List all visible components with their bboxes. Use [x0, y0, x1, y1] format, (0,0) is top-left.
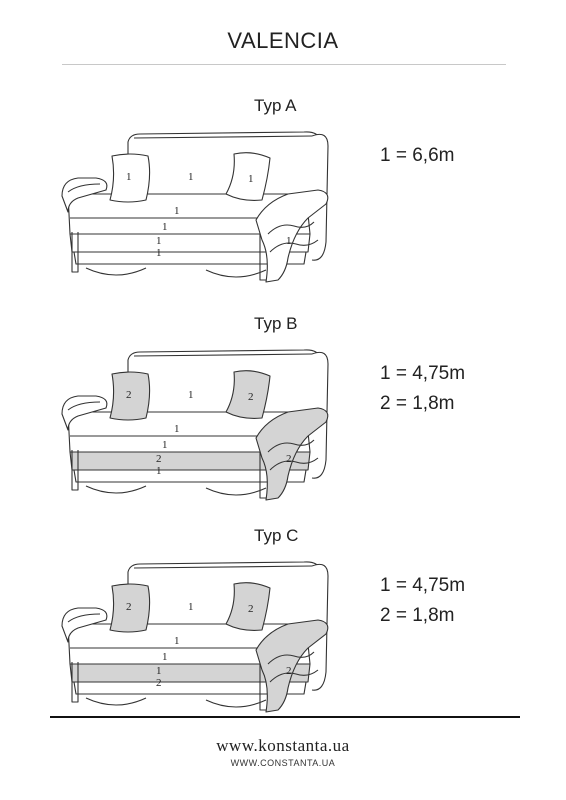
right-pillow — [225, 152, 271, 201]
right-arm-wave — [267, 221, 315, 235]
right-arm-wave — [269, 457, 319, 471]
pillow-right-label: 2 — [248, 603, 254, 615]
left-leg — [71, 662, 79, 703]
fabric-specs: 1 = 4,75m 2 = 1,8m — [380, 359, 465, 419]
fabric-specs: 1 = 6,6m — [380, 141, 454, 171]
sofa-section: Typ C 2 — [0, 526, 566, 736]
pillow-left-label: 2 — [126, 389, 132, 401]
type-label: Typ A — [254, 96, 297, 115]
footer-website-caps[interactable]: WWW.CONSTANTA.UA — [230, 758, 336, 768]
fabric-spec-line: 2 = 1,8m — [380, 605, 455, 626]
sofa-base — [69, 451, 311, 471]
pillow-right-label: 2 — [248, 391, 254, 403]
type-label: Typ B — [254, 314, 298, 333]
fabric-spec-line: 1 = 4,75m — [380, 363, 466, 384]
base-label-1: 2 — [156, 453, 162, 465]
left-arm-inner — [67, 613, 101, 623]
arm-label: 2 — [286, 665, 292, 677]
sofa-base — [69, 663, 311, 683]
right-arm-wave — [269, 239, 319, 253]
pillow-left-label: 2 — [126, 601, 132, 613]
base-lower-curve — [85, 267, 147, 276]
type-label: Typ C — [254, 526, 299, 545]
base-lower-curve — [85, 697, 147, 706]
right-arm — [255, 407, 329, 501]
pillow-left-label: 1 — [126, 171, 132, 183]
left-pillow — [109, 371, 151, 421]
left-arm — [61, 395, 108, 431]
arm-label: 1 — [286, 235, 292, 247]
left-pillow — [109, 583, 151, 633]
sofa-drawer — [73, 469, 307, 483]
footer-website[interactable]: www.konstanta.ua — [216, 736, 350, 755]
base-label-2: 1 — [156, 247, 162, 259]
right-pillow — [225, 582, 271, 631]
right-arm-wave — [269, 669, 319, 683]
fabric-spec-line: 1 = 4,75m — [380, 575, 466, 596]
left-arm — [61, 177, 108, 213]
sofa-drawing: 2 1 2 1 1 2 1 2 — [61, 349, 329, 501]
seat-label: 1 — [174, 635, 180, 647]
front-label: 1 — [162, 651, 168, 663]
sofa-drawer — [73, 251, 307, 265]
arm-label: 2 — [286, 453, 292, 465]
base-label-1: 1 — [156, 665, 162, 677]
left-pillow — [109, 153, 151, 203]
left-arm-inner — [67, 401, 101, 411]
left-leg — [71, 232, 79, 273]
base-label-2: 2 — [156, 677, 162, 689]
sofa-back-top-line — [133, 353, 313, 357]
base-label-1: 1 — [156, 235, 162, 247]
seat-label: 1 — [174, 205, 180, 217]
sofa-section: Typ A 1 — [0, 96, 566, 306]
base-lower-curve — [205, 487, 267, 496]
right-arm — [255, 189, 329, 283]
sofa-section: Typ B 2 — [0, 314, 566, 524]
sofa-drawing: 1 1 1 1 1 1 1 1 — [61, 131, 329, 283]
base-lower-curve — [205, 699, 267, 708]
back-label: 1 — [188, 171, 194, 183]
title-divider — [62, 64, 506, 65]
sofa-drawing: 2 1 2 1 1 1 2 2 — [61, 561, 329, 713]
seat-label: 1 — [174, 423, 180, 435]
right-arm-wave — [267, 651, 315, 665]
base-lower-curve — [85, 485, 147, 494]
sofa-back-top-line — [133, 565, 313, 569]
left-leg — [71, 450, 79, 491]
back-label: 1 — [188, 601, 194, 613]
footer-divider — [50, 716, 520, 718]
fabric-spec-line: 2 = 1,8m — [380, 393, 455, 414]
right-pillow — [225, 370, 271, 419]
fabric-spec-line: 1 = 6,6m — [380, 145, 455, 166]
page-title: VALENCIA — [227, 28, 339, 53]
sofa-back-top-line — [133, 135, 313, 139]
base-label-2: 1 — [156, 465, 162, 477]
sofa-drawer — [73, 681, 307, 695]
front-label: 1 — [162, 439, 168, 451]
left-arm-inner — [67, 183, 101, 193]
right-arm — [255, 619, 329, 713]
left-arm — [61, 607, 108, 643]
front-label: 1 — [162, 221, 168, 233]
back-label: 1 — [188, 389, 194, 401]
fabric-specs: 1 = 4,75m 2 = 1,8m — [380, 571, 465, 631]
base-lower-curve — [205, 269, 267, 278]
right-arm-wave — [267, 439, 315, 453]
pillow-right-label: 1 — [248, 173, 254, 185]
sofa-base — [69, 233, 311, 253]
